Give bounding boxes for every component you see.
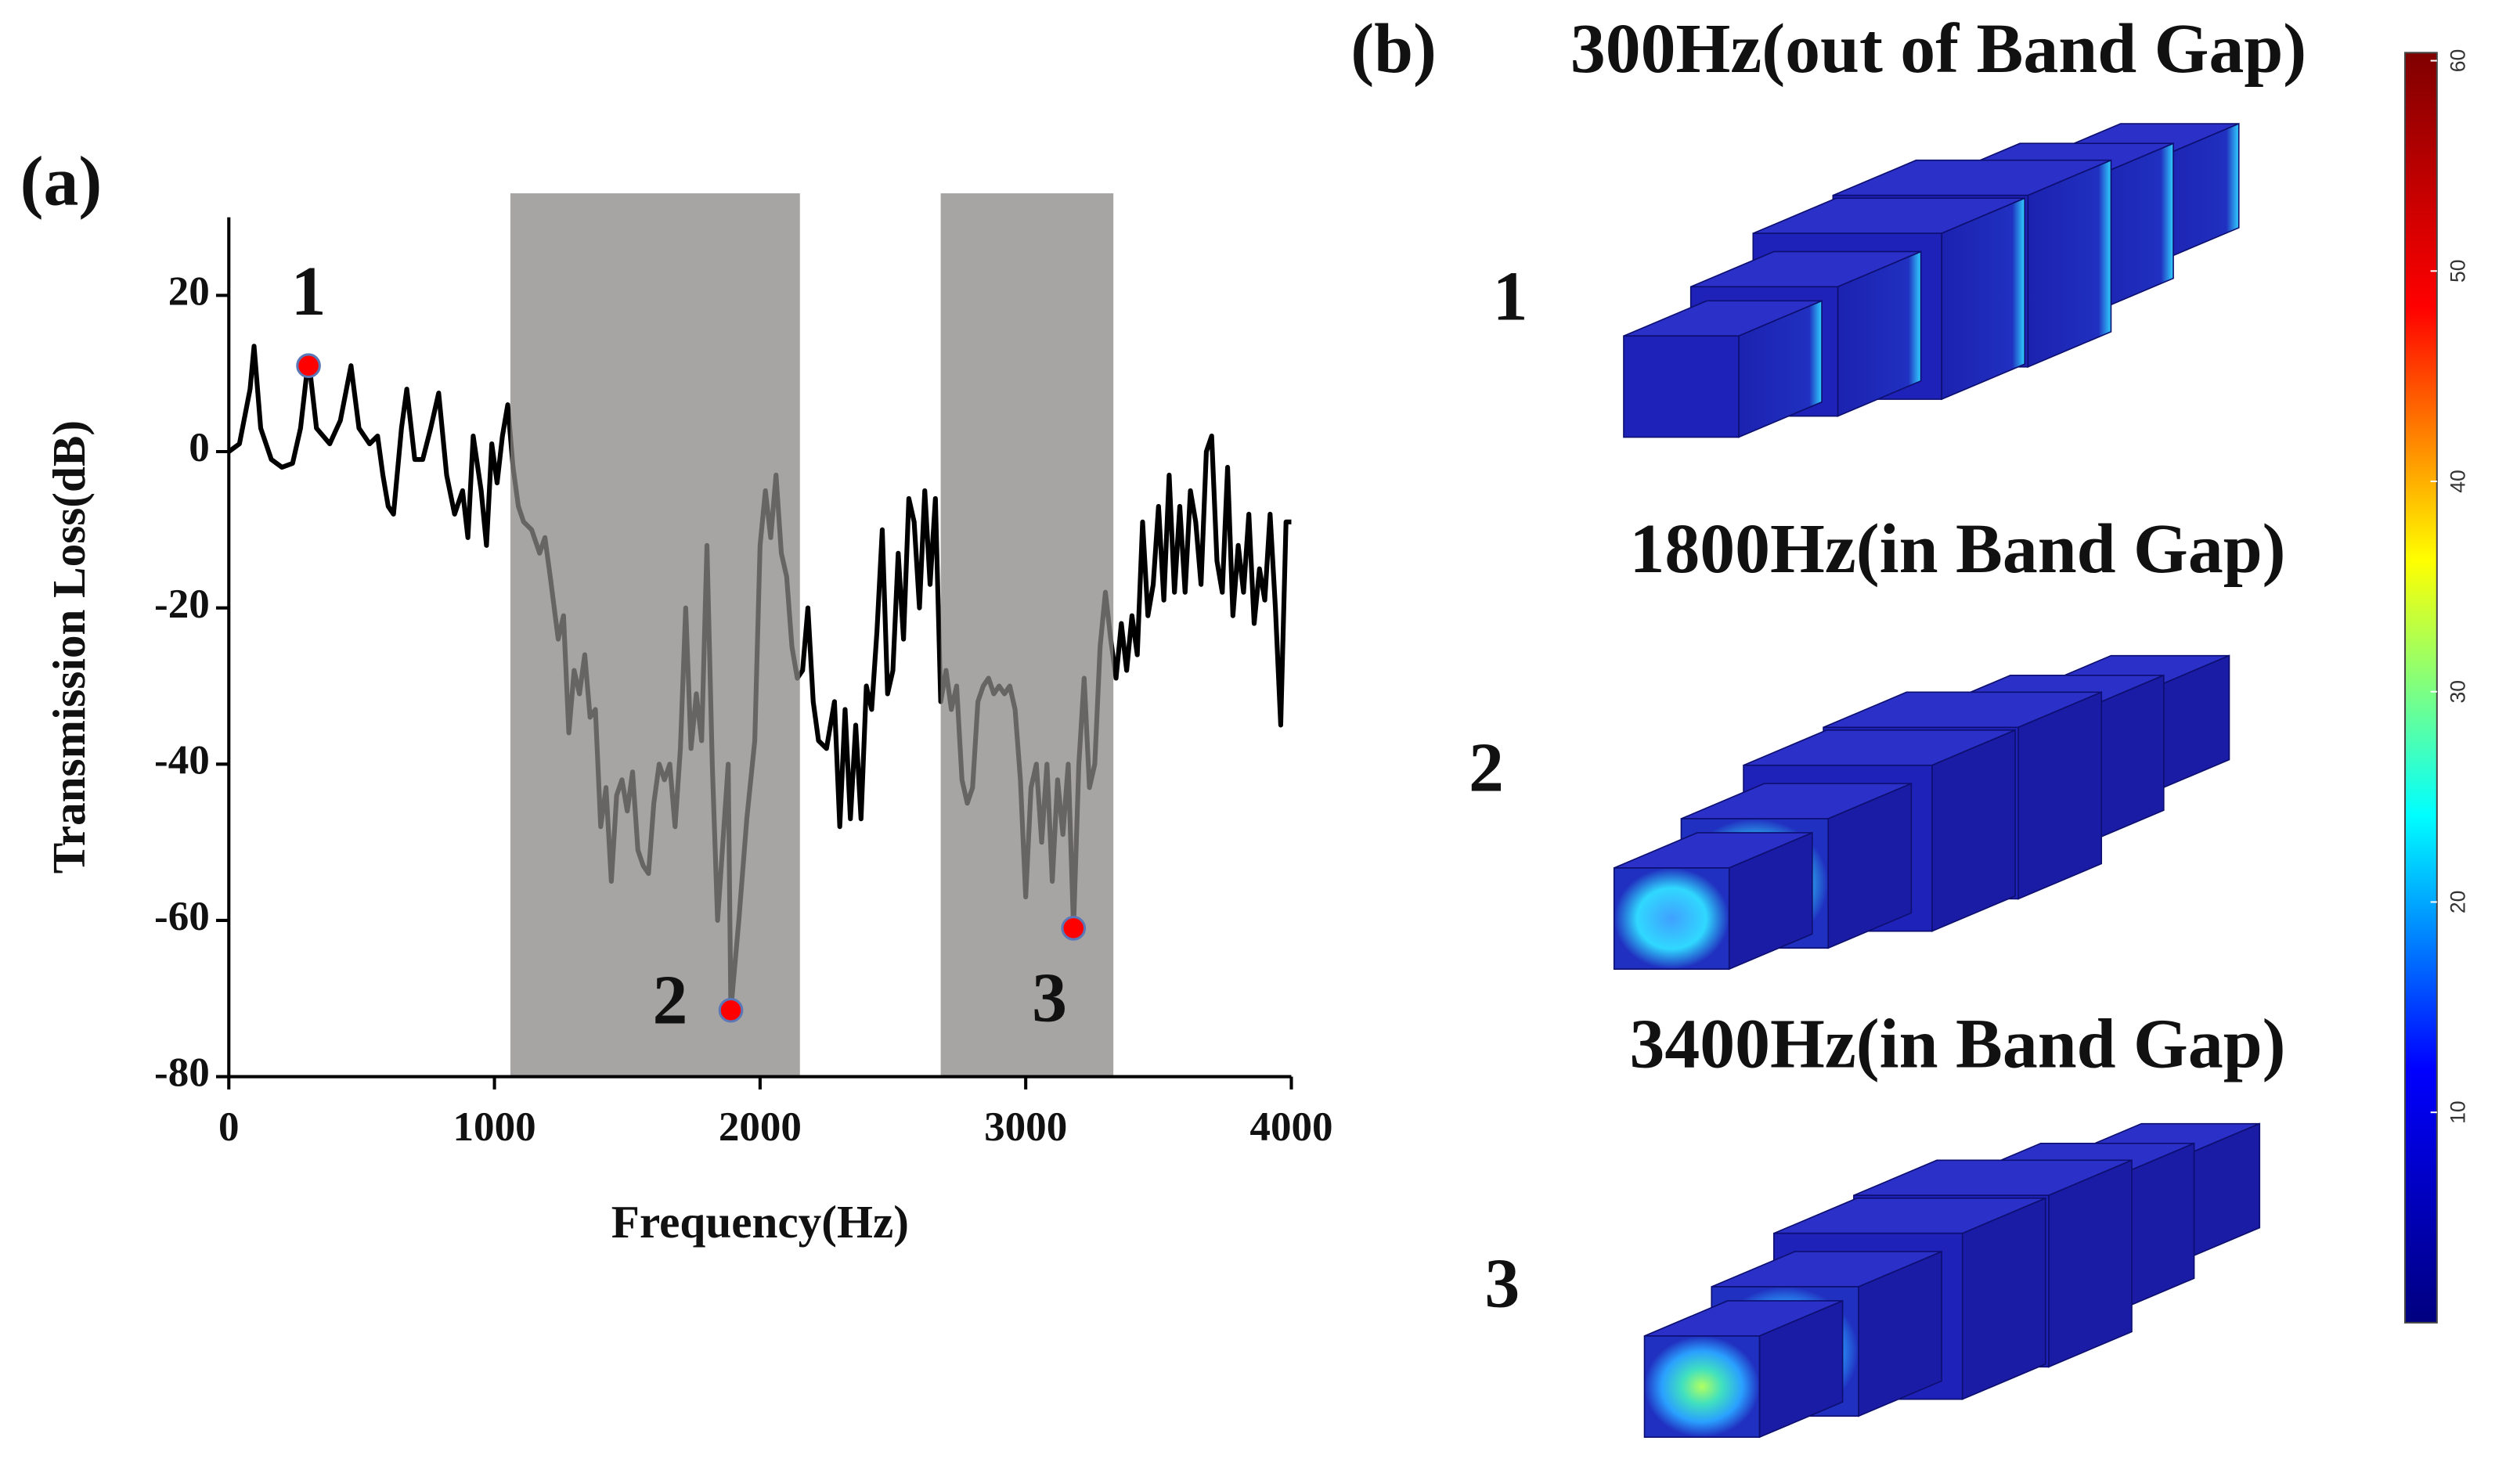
- block-end: [1643, 1335, 1761, 1438]
- data-line: [227, 344, 1292, 1013]
- colorbar: [2403, 52, 2438, 1324]
- y-axis-title: Transmission Loss(dB): [43, 420, 95, 873]
- panel-label: (b): [1350, 10, 1437, 88]
- block-side: [2027, 159, 2112, 368]
- colorbar-tick-label: 60: [2446, 49, 2469, 73]
- x-tick-label: 4000: [1249, 1104, 1332, 1150]
- y-tick-label: 20: [168, 269, 210, 315]
- colorbar-tick-label: 30: [2446, 680, 2469, 704]
- mode-number: 2: [1469, 729, 1504, 806]
- band-gap-region: [510, 193, 800, 1077]
- y-tick-label: -80: [154, 1050, 210, 1096]
- mode-number: 1: [1493, 258, 1528, 335]
- block-side: [2048, 1159, 2133, 1368]
- point-label: 1: [291, 253, 326, 330]
- y-tick-label: -60: [154, 894, 210, 939]
- mode-number: 3: [1484, 1245, 1520, 1323]
- block-end: [1623, 335, 1740, 438]
- y-tick-label: -20: [154, 582, 210, 627]
- x-tick-label: 0: [218, 1104, 240, 1150]
- x-axis-title: Frequency(Hz): [611, 1196, 909, 1248]
- block-side: [2017, 691, 2103, 900]
- colorbar-tick-label: 20: [2446, 891, 2469, 913]
- point-label: 2: [653, 961, 688, 1039]
- x-tick-label: 2000: [719, 1104, 802, 1150]
- point-label: 3: [1032, 959, 1067, 1036]
- block-side: [1931, 729, 2016, 932]
- y-tick-label: -40: [154, 737, 210, 783]
- highlight-marker: [296, 353, 321, 379]
- panel-label: (a): [20, 142, 103, 220]
- colorbar-tick-label: 50: [2446, 260, 2469, 283]
- colorbar-tick-label: 40: [2446, 470, 2469, 493]
- x-tick-label: 1000: [453, 1104, 536, 1150]
- block-side: [1941, 197, 2026, 401]
- block-side: [1961, 1197, 2046, 1400]
- mode-title: 1800Hz(in Band Gap): [1629, 510, 2285, 588]
- block-end: [1613, 867, 1730, 970]
- x-tick-label: 3000: [984, 1104, 1067, 1150]
- mode-title: 3400Hz(in Band Gap): [1629, 1006, 2285, 1083]
- mode-shapes: [1613, 122, 2261, 1439]
- mode-title: 300Hz(out of Band Gap): [1570, 10, 2306, 88]
- colorbar-tick-label: 10: [2446, 1100, 2469, 1123]
- y-tick-label: 0: [189, 425, 210, 470]
- band-gap-region: [940, 193, 1114, 1077]
- highlight-marker: [1061, 916, 1087, 941]
- highlight-marker: [718, 997, 744, 1023]
